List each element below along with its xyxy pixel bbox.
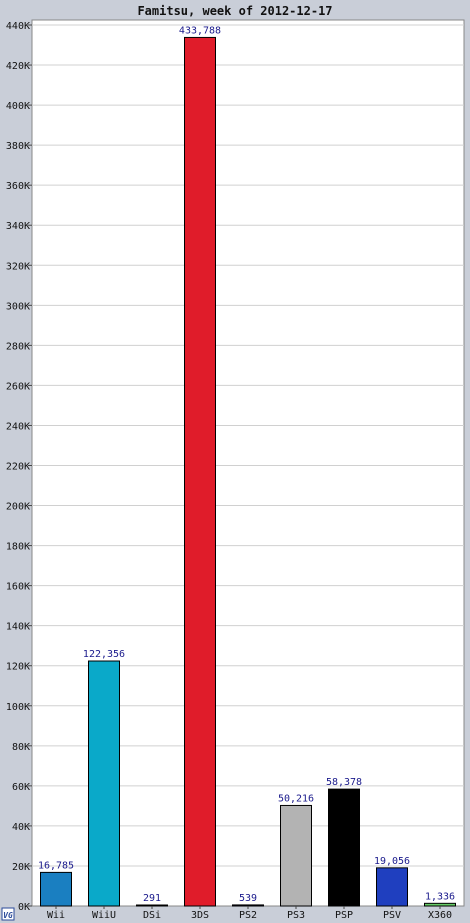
bar [280, 804, 312, 907]
y-tick-label: 380K [6, 141, 30, 152]
bars: 16,785 122,356 291 433,788 539 50,216 58,378 19… [38, 25, 456, 907]
data-label: 539 [239, 893, 257, 904]
vgchartz-logo: VG [1, 907, 15, 921]
y-tick-label: 100K [6, 702, 30, 713]
data-label: 291 [143, 893, 161, 904]
y-tick-label: 120K [6, 662, 30, 673]
bar [184, 36, 216, 907]
svg-text:VG: VG [3, 911, 13, 920]
y-tick-label: 20K [12, 862, 30, 873]
x-axis: Wii WiiU DSi 3DS PS2 PS3 PSP PSV X360 [47, 906, 452, 921]
x-tick-label: WiiU [92, 910, 116, 921]
x-tick-label: PS3 [287, 910, 305, 921]
y-tick-label: 320K [6, 261, 30, 272]
y-tick-label: 420K [6, 61, 30, 72]
data-label: 122,356 [83, 649, 125, 660]
x-tick-label: DSi [143, 910, 161, 921]
y-tick-label: 0K [18, 902, 30, 913]
data-label: 50,216 [278, 793, 314, 804]
chart-title: Famitsu, week of 2012-12-17 [137, 4, 332, 18]
bar [232, 904, 264, 907]
y-tick-label: 180K [6, 542, 30, 553]
bar [88, 660, 120, 907]
x-tick-label: Wii [47, 910, 65, 921]
x-tick-label: X360 [428, 910, 452, 921]
x-tick-label: 3DS [191, 910, 209, 921]
y-axis: 0K 20K 40K 60K 80K 100K 120K 140K 160K 180K 200K 22… [6, 21, 32, 913]
bar [40, 871, 72, 907]
y-tick-label: 240K [6, 421, 30, 432]
bar [376, 867, 408, 907]
bar [328, 788, 360, 907]
data-label: 16,785 [38, 860, 74, 871]
y-tick-label: 80K [12, 742, 30, 753]
data-label: 433,788 [179, 25, 221, 36]
data-label: 1,336 [425, 891, 455, 902]
y-tick-label: 220K [6, 462, 30, 473]
y-tick-label: 340K [6, 221, 30, 232]
bar [136, 904, 168, 907]
y-tick-label: 360K [6, 181, 30, 192]
data-label: 58,378 [326, 777, 362, 788]
y-tick-label: 200K [6, 502, 30, 513]
y-tick-label: 160K [6, 582, 30, 593]
gridlines [32, 24, 464, 867]
y-tick-label: 60K [12, 782, 30, 793]
x-tick-label: PSP [335, 910, 353, 921]
x-tick-label: PS2 [239, 910, 257, 921]
data-label: 19,056 [374, 856, 410, 867]
bar [424, 902, 456, 907]
y-tick-label: 300K [6, 301, 30, 312]
y-tick-label: 400K [6, 101, 30, 112]
x-tick-label: PSV [383, 910, 401, 921]
y-tick-label: 280K [6, 341, 30, 352]
y-tick-label: 260K [6, 381, 30, 392]
y-tick-label: 440K [6, 21, 30, 32]
y-tick-label: 140K [6, 622, 30, 633]
y-tick-label: 40K [12, 822, 30, 833]
